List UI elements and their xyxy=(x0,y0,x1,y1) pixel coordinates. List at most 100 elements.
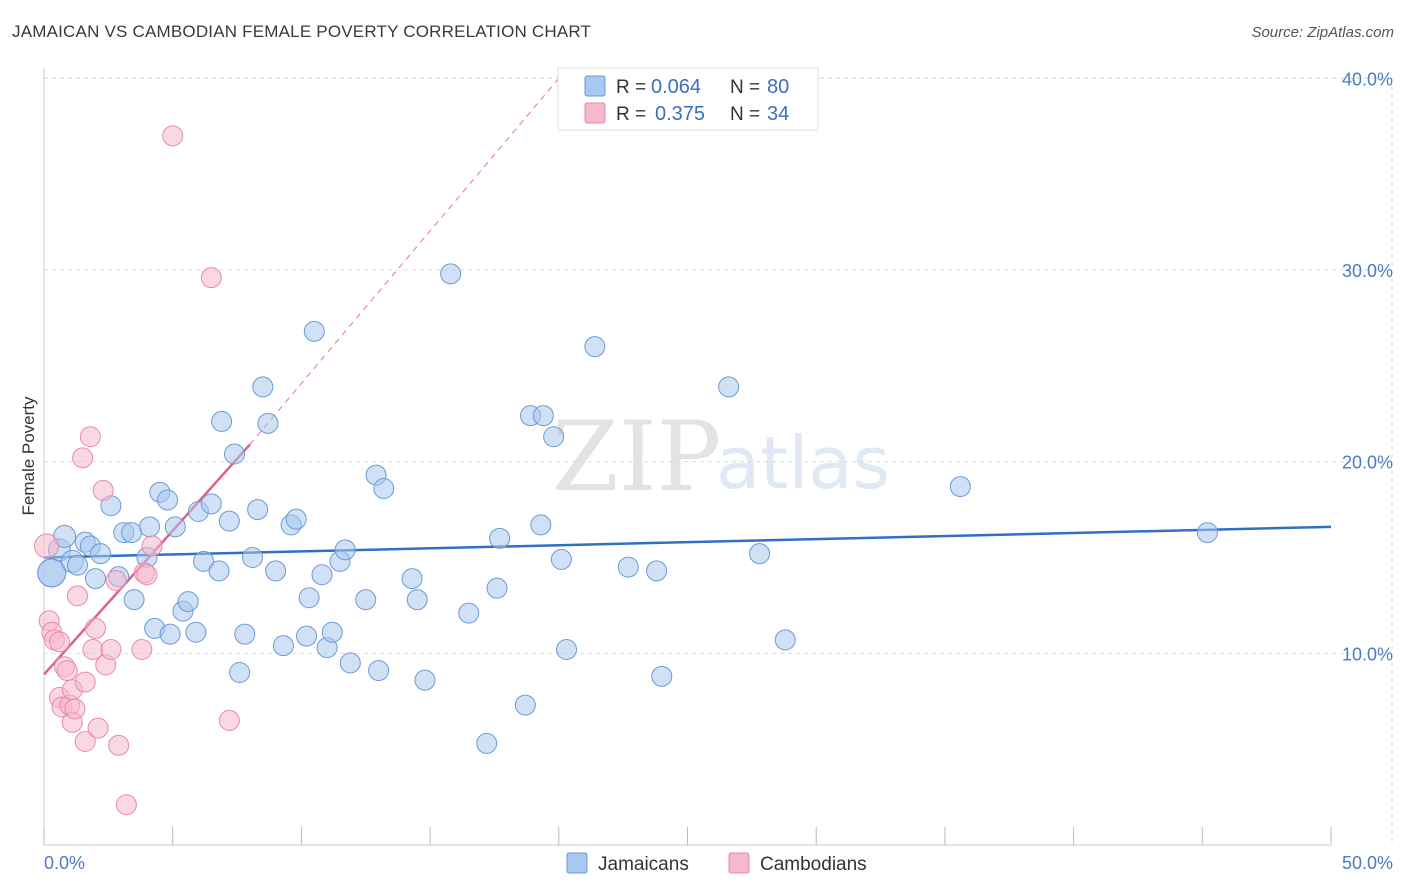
cambodian-point xyxy=(131,639,153,660)
cambodian-point xyxy=(136,564,158,586)
cambodian-trend-extension xyxy=(249,77,560,445)
jamaican-point xyxy=(234,623,256,645)
jamaican-point xyxy=(406,589,428,611)
jamaican-point xyxy=(321,621,343,643)
y-tick-label: 30.0% xyxy=(1342,261,1393,281)
jamaican-point xyxy=(368,660,390,682)
jamaican-point xyxy=(211,410,233,432)
jamaican-point xyxy=(530,514,552,536)
jamaican-point xyxy=(193,550,215,572)
legend-r-label-2: R = xyxy=(616,104,646,125)
jamaican-point xyxy=(252,376,274,398)
cambodian-point xyxy=(200,267,222,289)
cambodian-point xyxy=(141,535,163,557)
jamaican-point xyxy=(223,443,245,465)
jamaican-point xyxy=(200,493,222,515)
jamaican-point xyxy=(339,652,361,674)
jamaican-point xyxy=(84,568,106,590)
jamaican-point xyxy=(458,602,480,624)
jamaican-point xyxy=(37,558,67,588)
bottom-legend-swatch-cambodians xyxy=(728,852,750,874)
cambodian-point xyxy=(79,426,101,448)
jamaican-point xyxy=(651,665,673,687)
cambodian-point xyxy=(66,585,88,607)
jamaican-point xyxy=(208,560,230,582)
bottom-legend-label-cambodians: Cambodians xyxy=(760,854,867,875)
jamaican-point xyxy=(66,554,88,576)
x-tick-label-max: 50.0% xyxy=(1342,853,1393,873)
legend-n-value-1: 80 xyxy=(767,76,789,98)
legend-swatch-cambodian xyxy=(584,102,606,124)
cambodian-point xyxy=(48,631,70,653)
y-tick-label: 10.0% xyxy=(1342,644,1393,664)
bottom-legend-label-jamaicans: Jamaicans xyxy=(598,854,689,875)
jamaican-point xyxy=(247,499,269,521)
jamaican-point xyxy=(646,560,668,582)
jamaican-point xyxy=(514,694,536,716)
jamaican-point xyxy=(556,639,578,660)
cambodian-point xyxy=(56,660,78,682)
y-axis-title: Female Poverty xyxy=(19,396,38,516)
legend-r-label-1: R = xyxy=(616,77,646,98)
jamaican-point xyxy=(617,556,639,578)
jamaican-point xyxy=(476,732,498,754)
y-tick-label: 20.0% xyxy=(1342,453,1393,473)
jamaican-point xyxy=(414,669,436,691)
stats-legend: R = 0.064 N = 80 R = 0.375 N = 34 xyxy=(557,67,819,131)
gridlines xyxy=(44,77,1393,845)
jamaican-point xyxy=(532,405,554,427)
jamaican-point xyxy=(550,548,572,570)
bottom-legend-swatch-jamaicans xyxy=(566,852,588,874)
jamaican-point xyxy=(486,577,508,599)
jamaican-point xyxy=(949,476,971,498)
legend-n-label-2: N = xyxy=(730,104,760,125)
jamaican-point xyxy=(241,547,263,568)
y-tick-label: 40.0% xyxy=(1342,69,1393,89)
jamaican-point xyxy=(749,543,771,565)
jamaican-point xyxy=(139,516,161,538)
jamaican-point xyxy=(185,621,207,643)
tick-labels: 10.0% 20.0% 30.0% 40.0% 0.0% 50.0% xyxy=(44,69,1393,873)
watermark: ZIP atlas xyxy=(552,401,890,513)
jamaican-point xyxy=(440,263,462,285)
jamaican-point xyxy=(334,539,356,561)
axes xyxy=(43,68,1332,846)
chart-title: JAMAICAN VS CAMBODIAN FEMALE POVERTY COR… xyxy=(12,22,592,41)
cambodian-point xyxy=(105,570,127,591)
legend-n-value-2: 34 xyxy=(767,103,789,125)
jamaican-point xyxy=(257,412,279,434)
jamaican-point xyxy=(373,478,395,499)
jamaican-point xyxy=(164,516,186,538)
jamaican-point xyxy=(298,587,320,609)
cambodian-point xyxy=(100,639,122,660)
cambodian-point xyxy=(74,731,96,752)
jamaican-point xyxy=(1196,522,1218,544)
trend-lines xyxy=(43,77,1332,676)
jamaican-point xyxy=(157,489,179,511)
watermark-zip: ZIP xyxy=(552,401,721,513)
jamaican-points xyxy=(37,263,1218,754)
jamaican-point xyxy=(90,543,112,565)
cambodian-point xyxy=(64,698,86,720)
jamaican-point xyxy=(584,336,606,358)
watermark-atlas: atlas xyxy=(716,421,890,505)
jamaican-point xyxy=(718,376,740,398)
legend-r-value-2: 0.375 xyxy=(655,103,705,125)
cambodian-point xyxy=(34,533,60,559)
cambodian-point xyxy=(218,709,240,731)
x-tick-label-min: 0.0% xyxy=(44,853,85,873)
cambodian-point xyxy=(92,479,114,501)
cambodian-point xyxy=(87,717,109,739)
jamaican-trend-line xyxy=(43,525,1332,559)
source-credit: Source: ZipAtlas.com xyxy=(1251,24,1394,41)
cambodian-point xyxy=(72,447,94,469)
cambodian-point xyxy=(115,794,137,816)
jamaican-point xyxy=(401,568,423,590)
cambodian-point xyxy=(108,734,130,756)
cambodian-point xyxy=(84,617,106,639)
jamaican-point xyxy=(311,564,333,586)
jamaican-point xyxy=(218,510,240,532)
jamaican-point xyxy=(355,589,377,611)
legend-n-label-1: N = xyxy=(730,77,760,98)
jamaican-point xyxy=(123,589,145,611)
